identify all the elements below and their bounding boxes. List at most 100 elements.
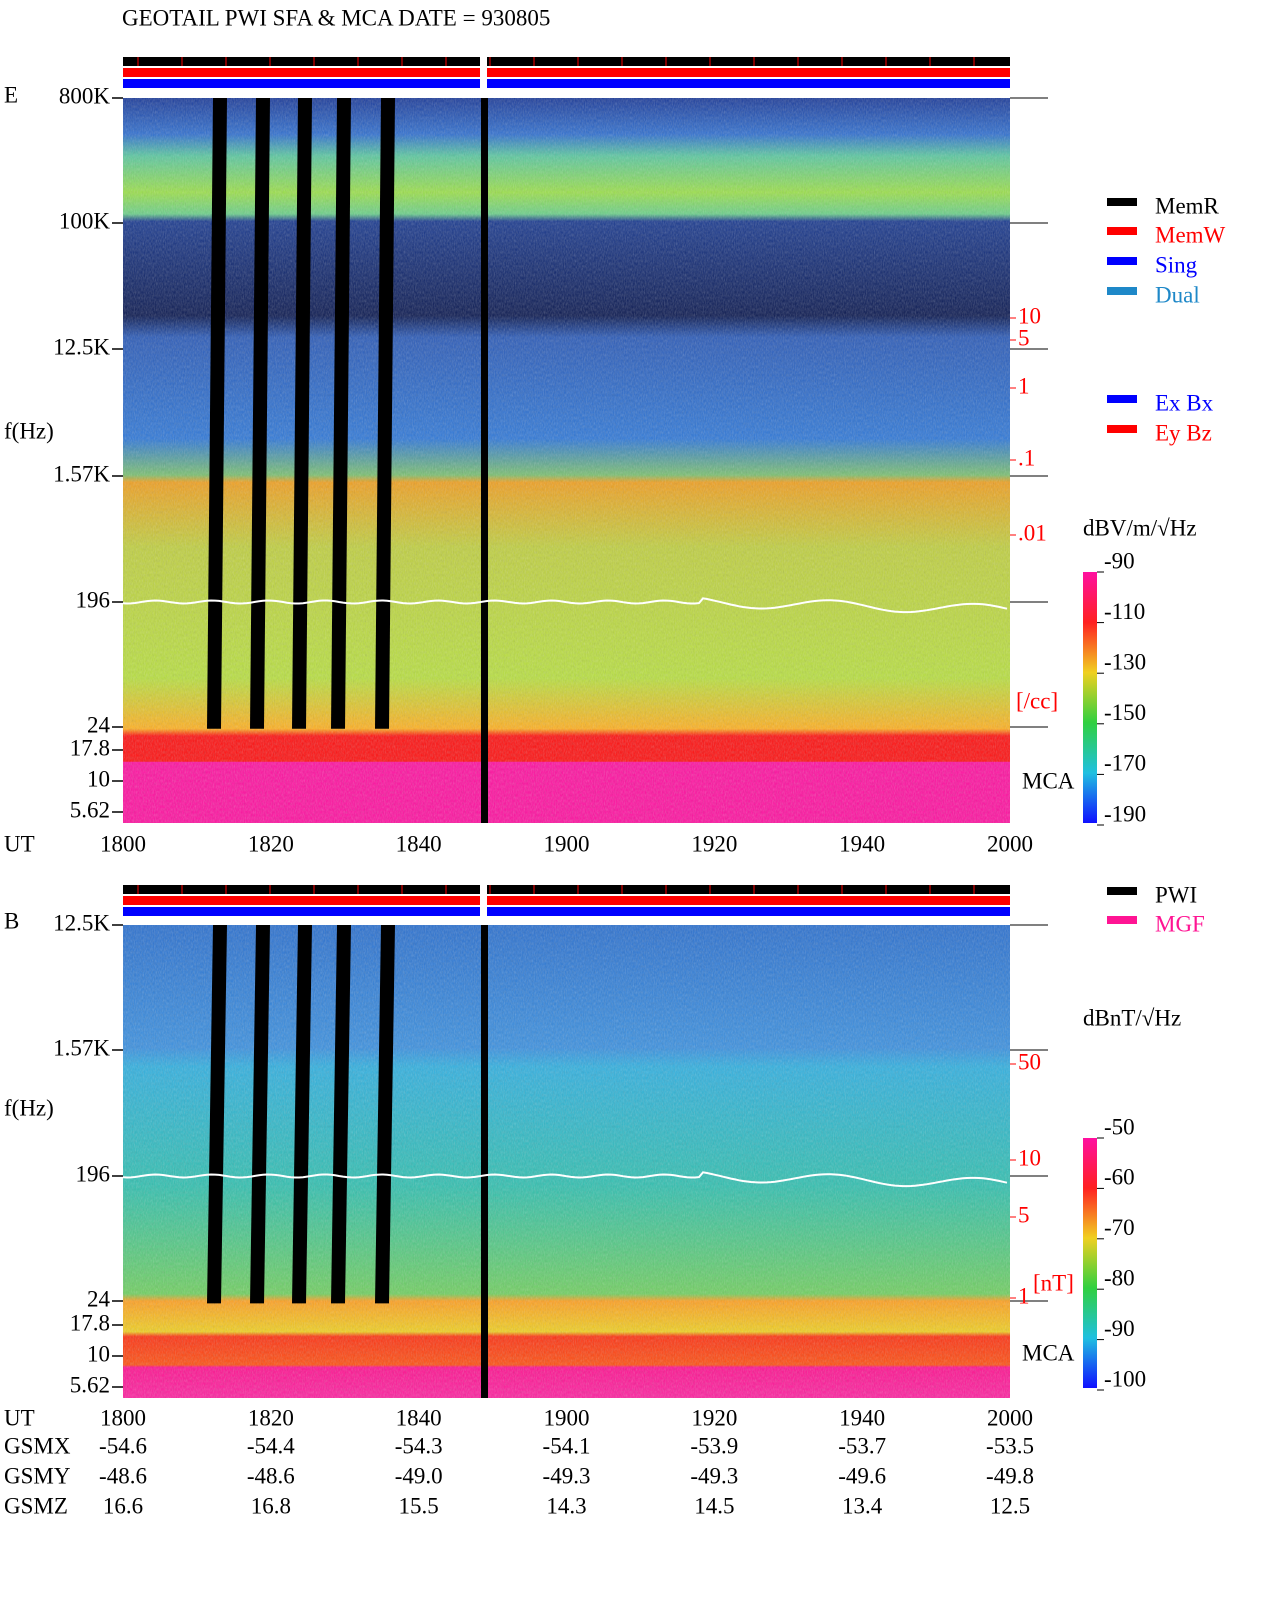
status-bar bbox=[123, 68, 1010, 77]
mca-label: MCA bbox=[1022, 768, 1075, 793]
colorbar bbox=[1083, 572, 1097, 823]
orbit-value: -49.3 bbox=[690, 1463, 738, 1488]
secondary-tick-label: 10 bbox=[1018, 1145, 1041, 1170]
legend-swatch bbox=[1107, 887, 1137, 895]
x-tick-label: 1820 bbox=[248, 831, 294, 856]
colorbar-tick-label: -190 bbox=[1104, 801, 1146, 826]
orbit-value: 13.4 bbox=[842, 1493, 883, 1518]
orbit-value: 14.3 bbox=[546, 1493, 586, 1518]
orbit-value: -48.6 bbox=[99, 1463, 147, 1488]
y-tick-label: 100K bbox=[59, 208, 111, 233]
orbit-value: -54.3 bbox=[395, 1433, 443, 1458]
status-bar bbox=[123, 885, 1010, 894]
spectrogram-texture bbox=[123, 98, 1010, 823]
colorbar-tick-label: -130 bbox=[1104, 649, 1146, 674]
y-tick-label: 10 bbox=[87, 766, 110, 791]
colorbar-tick-label: -90 bbox=[1104, 1316, 1135, 1341]
orbit-value: -48.6 bbox=[247, 1463, 295, 1488]
y-tick-label: 17.8 bbox=[70, 735, 110, 760]
orbit-value: -53.9 bbox=[690, 1433, 738, 1458]
orbit-value: -53.5 bbox=[986, 1433, 1034, 1458]
colorbar-tick-label: -100 bbox=[1104, 1366, 1146, 1391]
orbit-value: -53.7 bbox=[838, 1433, 886, 1458]
status-bar bbox=[123, 79, 1010, 88]
orbit-value: -54.4 bbox=[247, 1433, 295, 1458]
legend-label: MemR bbox=[1155, 193, 1220, 218]
data-gap bbox=[207, 925, 227, 1304]
cyclotron-trace bbox=[122, 1171, 1008, 1188]
legend-label: Dual bbox=[1155, 282, 1200, 307]
orbit-value: -49.8 bbox=[986, 1463, 1034, 1488]
y-tick-label: 24 bbox=[87, 712, 111, 737]
legend-swatch bbox=[1107, 257, 1137, 265]
spectrogram-texture bbox=[123, 925, 1010, 1398]
orbit-value: 15.5 bbox=[399, 1493, 439, 1518]
orbit-value: 12.5 bbox=[990, 1493, 1030, 1518]
x-tick-label: 1900 bbox=[544, 1405, 590, 1430]
x-tick-label: 2000 bbox=[987, 831, 1033, 856]
panel-label: E bbox=[4, 82, 18, 107]
legend-swatch bbox=[1107, 916, 1137, 924]
colorbar bbox=[1083, 1138, 1097, 1388]
colorbar-tick-label: -50 bbox=[1104, 1114, 1135, 1139]
colorbar-unit: dBnT/√Hz bbox=[1083, 1005, 1181, 1030]
x-tick-label: 1800 bbox=[100, 831, 146, 856]
orbit-label: GSMZ bbox=[4, 1493, 68, 1518]
legend-swatch bbox=[1107, 227, 1137, 235]
y-axis-label: f(Hz) bbox=[4, 1095, 54, 1120]
x-tick-label: 1940 bbox=[839, 1405, 885, 1430]
x-tick-label: 1920 bbox=[691, 1405, 737, 1430]
title: GEOTAIL PWI SFA & MCA DATE = 930805 bbox=[122, 5, 550, 30]
secondary-tick-label: .01 bbox=[1018, 520, 1047, 545]
y-tick-label: 10 bbox=[87, 1341, 110, 1366]
data-gap bbox=[481, 98, 488, 823]
colorbar-tick-label: -70 bbox=[1104, 1215, 1135, 1240]
y-tick-label: 24 bbox=[87, 1286, 111, 1311]
legend-label: Sing bbox=[1155, 252, 1198, 277]
y-axis-label: f(Hz) bbox=[4, 418, 54, 443]
cyclotron-trace bbox=[122, 597, 1008, 614]
x-tick-label: 1800 bbox=[100, 1405, 146, 1430]
y-tick-label: 800K bbox=[59, 83, 111, 108]
x-tick-label: 1940 bbox=[839, 831, 885, 856]
secondary-tick-label: 10 bbox=[1018, 303, 1041, 328]
legend-label: MGF bbox=[1155, 911, 1205, 936]
secondary-tick-label: 5 bbox=[1018, 1202, 1030, 1227]
orbit-value: -54.1 bbox=[543, 1433, 591, 1458]
secondary-tick-label: 5 bbox=[1018, 325, 1030, 350]
data-gap bbox=[250, 98, 270, 729]
orbit-value: 16.8 bbox=[251, 1493, 291, 1518]
x-tick-label: 1840 bbox=[396, 831, 442, 856]
colorbar-tick-label: -60 bbox=[1104, 1165, 1135, 1190]
y-tick-label: 196 bbox=[76, 587, 111, 612]
status-bar bbox=[123, 57, 1010, 66]
status-bar bbox=[123, 907, 1010, 916]
legend-label: MemW bbox=[1155, 222, 1226, 247]
colorbar-tick-label: -170 bbox=[1104, 751, 1146, 776]
y-tick-label: 12.5K bbox=[53, 334, 110, 359]
data-gap bbox=[292, 925, 312, 1304]
orbit-value: -54.6 bbox=[99, 1433, 147, 1458]
secondary-tick-label: 1 bbox=[1018, 373, 1030, 398]
secondary-tick-label: 50 bbox=[1018, 1049, 1041, 1074]
secondary-tick-label: .1 bbox=[1018, 445, 1035, 470]
x-axis-label: UT bbox=[4, 1405, 35, 1430]
x-tick-label: 1920 bbox=[691, 831, 737, 856]
orbit-value: -49.3 bbox=[543, 1463, 591, 1488]
y-tick-label: 12.5K bbox=[53, 910, 110, 935]
data-gap bbox=[331, 98, 351, 729]
x-axis-label: UT bbox=[4, 831, 35, 856]
y-tick-label: 17.8 bbox=[70, 1310, 110, 1335]
status-gap bbox=[480, 885, 487, 916]
legend-swatch bbox=[1107, 287, 1137, 295]
data-gap bbox=[207, 98, 227, 729]
legend-swatch bbox=[1107, 395, 1137, 403]
status-gap bbox=[480, 57, 487, 88]
x-tick-label: 1840 bbox=[396, 1405, 442, 1430]
colorbar-tick-label: -80 bbox=[1104, 1265, 1135, 1290]
status-bar bbox=[123, 896, 1010, 905]
secondary-unit: [/cc] bbox=[1016, 688, 1058, 713]
y-tick-label: 5.62 bbox=[70, 797, 110, 822]
